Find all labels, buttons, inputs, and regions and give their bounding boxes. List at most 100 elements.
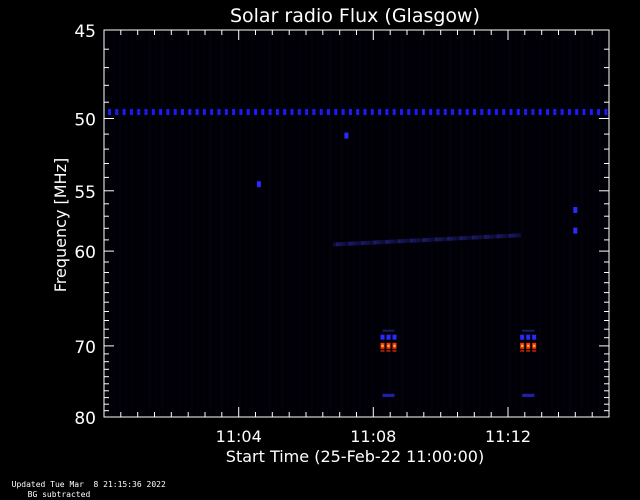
rfi-dot	[385, 109, 389, 115]
band-segment	[388, 239, 392, 244]
rfi-dot	[589, 109, 593, 115]
band-segment	[505, 233, 509, 238]
background-stripe	[497, 32, 499, 415]
background-stripe	[413, 32, 415, 415]
band-segment	[348, 241, 352, 246]
background-stripe	[299, 32, 301, 415]
background-stripe	[587, 32, 589, 415]
band-segment	[444, 237, 447, 241]
background-stripe	[443, 32, 445, 415]
background-stripe	[521, 32, 523, 415]
background-stripe	[527, 32, 529, 415]
background-stripe	[461, 32, 463, 415]
rfi-dot	[546, 109, 549, 115]
rfi-dot	[268, 109, 272, 115]
background-stripe	[377, 32, 379, 415]
background-stripe	[437, 32, 439, 415]
rfi-dot	[604, 109, 608, 115]
background-stripe	[173, 32, 175, 415]
band-segment	[511, 233, 515, 238]
x-axis: 11:04 11:08 11:12	[103, 30, 610, 446]
rfi-dot	[217, 109, 221, 115]
rfi-dot	[487, 109, 491, 115]
rfi-dot	[275, 109, 279, 115]
y-axis-label: Frequency [MHz]	[51, 158, 70, 292]
rfi-dot	[151, 109, 155, 115]
band-segment	[499, 234, 503, 239]
band-segment	[496, 234, 500, 239]
plot-area	[104, 30, 609, 417]
x-tick-label: 11:12	[485, 427, 531, 446]
rfi-dot	[509, 109, 513, 115]
burst-edge	[386, 334, 391, 340]
rfi-dot	[122, 109, 126, 115]
rfi-dot	[516, 109, 520, 115]
band-segment	[431, 237, 435, 242]
band-segment	[400, 239, 404, 244]
band-segment	[332, 242, 336, 247]
background-stripe	[509, 32, 511, 415]
rfi-dot	[202, 109, 206, 115]
y-tick-label: 50	[74, 111, 96, 131]
background-stripe	[203, 32, 205, 415]
background-stripe	[155, 32, 157, 415]
y-tick-label: 70	[74, 338, 96, 358]
band-segment	[403, 239, 407, 243]
burst-streak	[382, 329, 395, 332]
background-stripe	[125, 32, 127, 415]
background-stripe	[317, 32, 319, 415]
burst-core-edge	[526, 349, 531, 352]
rfi-dot	[195, 109, 199, 115]
rfi-dot	[108, 109, 111, 115]
emission-spot	[256, 181, 261, 188]
rfi-dot	[458, 109, 462, 115]
background-stripe	[359, 32, 361, 415]
rfi-dot	[473, 109, 476, 115]
background-stripe	[221, 32, 223, 415]
background-stripe	[191, 32, 193, 415]
background-stripe	[431, 32, 433, 415]
band-segment	[518, 233, 522, 238]
band-segment	[490, 234, 494, 239]
burst-core-edge	[386, 349, 391, 352]
y-axis: 45 50 55 60 70 80	[74, 22, 609, 429]
updated-timestamp: Updated Tue Mar 8 21:15:36 2022	[11, 480, 166, 489]
rfi-dot	[115, 109, 119, 115]
band-segment	[508, 233, 512, 238]
background-stripe	[131, 32, 133, 415]
band-segment	[474, 235, 478, 240]
band-segment	[360, 241, 364, 246]
footer: Updated Tue Mar 8 21:15:36 2022 BG subtr…	[2, 470, 166, 500]
background-stripe	[287, 32, 289, 415]
burst-hot	[533, 344, 536, 347]
background-stripe	[449, 32, 451, 415]
y-tick-label: 80	[74, 409, 96, 429]
band-segment	[413, 238, 417, 243]
burst-core-edge	[520, 349, 525, 352]
rfi-dot	[129, 109, 133, 115]
background-stripe	[113, 32, 115, 415]
band-segment	[456, 236, 460, 241]
background-stripe	[293, 32, 295, 415]
background-stripe	[551, 32, 553, 415]
rfi-dot	[210, 109, 214, 115]
band-segment	[351, 241, 355, 246]
rfi-dot	[575, 109, 579, 115]
band-segment	[453, 236, 457, 241]
rfi-dot	[261, 109, 265, 115]
radio-burst	[380, 329, 397, 397]
rfi-dot	[400, 109, 403, 115]
background-stripe	[407, 32, 409, 415]
processing-note: BG subtracted	[27, 490, 91, 499]
background-stripe	[269, 32, 271, 415]
emission-spot	[573, 227, 578, 234]
rfi-dot	[465, 109, 469, 115]
band-segment	[416, 238, 420, 243]
band-segment	[493, 234, 497, 239]
radio-burst	[520, 329, 537, 397]
band-segment	[354, 241, 358, 246]
band-segment	[502, 234, 506, 239]
band-segment	[447, 236, 451, 241]
background-stripe	[197, 32, 199, 415]
background-stripe	[569, 32, 571, 415]
